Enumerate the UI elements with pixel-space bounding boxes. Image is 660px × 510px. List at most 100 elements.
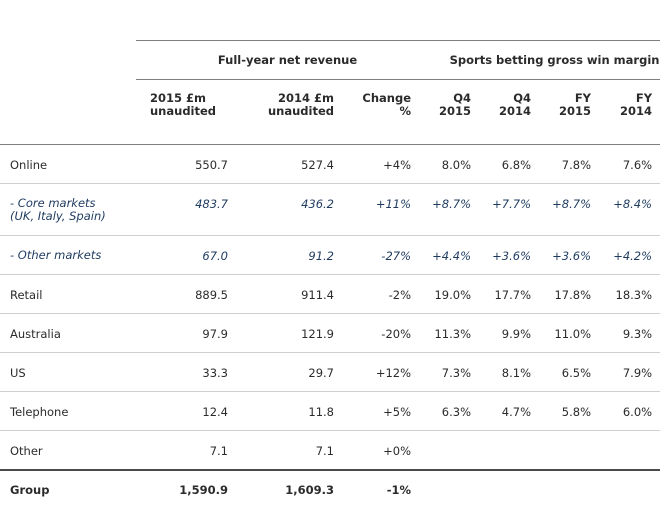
column-header-rev-2015-text: 2015 £m unaudited <box>150 91 217 118</box>
cell-rev-2015: 33.3 <box>136 352 236 392</box>
column-header-q4-2014: Q4 2014 <box>479 79 540 145</box>
column-header-fy-2014-text: FY 2014 <box>620 91 653 118</box>
row-label: Telephone <box>0 391 136 431</box>
cell-rev-2015: 67.0 <box>136 235 236 275</box>
cell-fy-2015: 7.8% <box>539 144 600 184</box>
cell-rev-2015: 1,590.9 <box>179 482 228 497</box>
cell-fy-2015: +8.7% <box>539 183 600 236</box>
table-row: - Core markets (UK, Italy, Spain) 483.7 … <box>0 183 660 236</box>
cell-q4-2015: 6.3% <box>419 391 480 431</box>
cell-fy-2014: 7.6% <box>599 144 660 184</box>
cell-rev-2014: 1,609.3 <box>285 482 334 497</box>
row-label: US <box>0 352 136 392</box>
cell-q4-2015 <box>419 470 479 510</box>
column-header-q4-2015-text: Q4 2015 <box>439 91 472 118</box>
cell-rev-2014: 911.4 <box>236 274 342 314</box>
cell-q4-2014: 6.8% <box>479 144 540 184</box>
table-row: Telephone 12.4 11.8 +5% 6.3% 4.7% 5.8% 6… <box>0 391 660 431</box>
cell-q4-2014 <box>479 470 539 510</box>
cell-fy-2015 <box>539 430 600 471</box>
cell-change: +5% <box>342 391 420 431</box>
cell-rev-2014: 11.8 <box>236 391 342 431</box>
cell-fy-2015: 17.8% <box>539 274 600 314</box>
cell-rev-2014: 7.1 <box>236 430 342 471</box>
table-row: Other 7.1 7.1 +0% <box>0 430 660 471</box>
cell-fy-2014 <box>599 430 660 471</box>
cell-change: +12% <box>342 352 420 392</box>
column-header-row: 2015 £m unaudited 2014 £m unaudited Chan… <box>0 79 660 145</box>
cell-change: +0% <box>342 430 420 471</box>
header-full-year-net-revenue: Full-year net revenue <box>136 40 420 80</box>
cell-q4-2015: 19.0% <box>419 274 480 314</box>
cell-q4-2015: +8.7% <box>419 183 480 236</box>
cell-q4-2015: 11.3% <box>419 313 480 353</box>
table-row: - Other markets 67.0 91.2 -27% +4.4% +3.… <box>0 235 660 275</box>
cell-fy-2014: 18.3% <box>599 274 660 314</box>
header-sports-betting-margin: Sports betting gross win margin <box>419 40 660 80</box>
row-label: - Other markets <box>0 235 136 275</box>
group-header-row: Full-year net revenue Sports betting gro… <box>0 40 660 80</box>
row-label: Australia <box>0 313 136 353</box>
cell-fy-2014: 7.9% <box>599 352 660 392</box>
cell-fy-2015: 11.0% <box>539 313 600 353</box>
cell-fy-2015: 6.5% <box>539 352 600 392</box>
cell-rev-2014: 436.2 <box>236 183 342 236</box>
column-header-rev-2014-text: 2014 £m unaudited <box>267 91 334 118</box>
cell-rev-2015: 550.7 <box>136 144 236 184</box>
cell-rev-2014: 29.7 <box>236 352 342 392</box>
cell-rev-2015: 12.4 <box>136 391 236 431</box>
row-label: Group <box>10 482 50 497</box>
table-row: Australia 97.9 121.9 -20% 11.3% 9.9% 11.… <box>0 313 660 353</box>
revenue-table: Full-year net revenue Sports betting gro… <box>0 40 660 510</box>
cell-q4-2015 <box>419 430 480 471</box>
cell-fy-2014: +8.4% <box>599 183 660 236</box>
column-header-change-text: Change % <box>362 91 412 118</box>
table-row: Retail 889.5 911.4 -2% 19.0% 17.7% 17.8%… <box>0 274 660 314</box>
cell-fy-2015: +3.6% <box>539 235 600 275</box>
cell-q4-2014: 17.7% <box>479 274 540 314</box>
revenue-table-page: Full-year net revenue Sports betting gro… <box>0 40 660 497</box>
cell-q4-2015: 7.3% <box>419 352 480 392</box>
cell-fy-2015 <box>539 470 599 510</box>
cell-fy-2014: 6.0% <box>599 391 660 431</box>
cell-q4-2014: 4.7% <box>479 391 540 431</box>
column-header-q4-2015: Q4 2015 <box>419 79 480 145</box>
cell-q4-2014: 8.1% <box>479 352 540 392</box>
cell-q4-2014: +7.7% <box>479 183 540 236</box>
cell-q4-2015: 8.0% <box>419 144 480 184</box>
column-header-change: Change % <box>342 79 420 145</box>
cell-rev-2014: 91.2 <box>236 235 342 275</box>
cell-fy-2014 <box>599 470 660 510</box>
cell-change: +4% <box>342 144 420 184</box>
cell-rev-2015: 7.1 <box>136 430 236 471</box>
column-header-rev-2015: 2015 £m unaudited <box>136 79 236 145</box>
cell-change: +11% <box>342 183 420 236</box>
cell-change: -27% <box>342 235 420 275</box>
cell-q4-2015: +4.4% <box>419 235 480 275</box>
cell-rev-2014: 527.4 <box>236 144 342 184</box>
table-row: US 33.3 29.7 +12% 7.3% 8.1% 6.5% 7.9% <box>0 352 660 392</box>
cell-q4-2014 <box>479 430 540 471</box>
column-header-q4-2014-text: Q4 2014 <box>499 91 532 118</box>
column-header-fy-2015: FY 2015 <box>539 79 600 145</box>
cell-rev-2015: 483.7 <box>136 183 236 236</box>
cell-q4-2014: 9.9% <box>479 313 540 353</box>
row-label: Retail <box>0 274 136 314</box>
column-header-blank <box>0 79 136 145</box>
cell-change: -2% <box>342 274 420 314</box>
header-blank <box>0 41 136 80</box>
cell-fy-2014: +4.2% <box>599 235 660 275</box>
cell-fy-2014: 9.3% <box>599 313 660 353</box>
row-label: - Core markets (UK, Italy, Spain) <box>0 183 136 236</box>
cell-rev-2015: 889.5 <box>136 274 236 314</box>
cell-rev-2014: 121.9 <box>236 313 342 353</box>
row-label: Online <box>0 144 136 184</box>
column-header-rev-2014: 2014 £m unaudited <box>236 79 342 145</box>
cell-change: -1% <box>386 482 412 497</box>
cell-change: -20% <box>342 313 420 353</box>
column-header-fy-2015-text: FY 2015 <box>559 91 592 118</box>
cell-fy-2015: 5.8% <box>539 391 600 431</box>
cell-q4-2014: +3.6% <box>479 235 540 275</box>
column-header-fy-2014: FY 2014 <box>599 79 660 145</box>
table-row: Online 550.7 527.4 +4% 8.0% 6.8% 7.8% 7.… <box>0 144 660 184</box>
